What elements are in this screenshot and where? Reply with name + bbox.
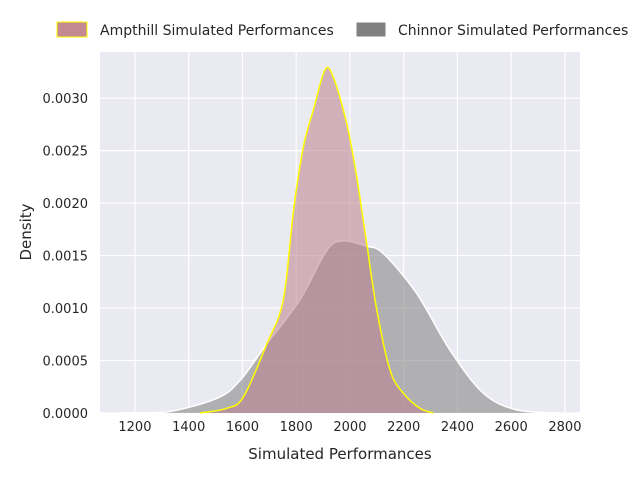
y-tick-label: 0.0010	[43, 302, 89, 317]
x-tick-label: 1200	[118, 420, 151, 435]
y-tick-label: 0.0030	[43, 92, 89, 107]
legend-swatch-chinnor	[355, 21, 387, 38]
y-tick-label: 0.0025	[43, 145, 89, 160]
legend: Ampthill Simulated Performances Chinnor …	[56, 21, 628, 39]
legend-label-chinnor: Chinnor Simulated Performances	[398, 23, 628, 39]
density-area-ampthill	[200, 67, 434, 413]
y-tick-label: 0.0005	[43, 355, 89, 370]
x-tick-label: 1600	[226, 420, 259, 435]
x-tick-label: 2200	[387, 420, 420, 435]
legend-swatch-ampthill	[56, 21, 88, 38]
legend-label-ampthill: Ampthill Simulated Performances	[100, 23, 334, 39]
x-tick-labels: 1200 1400 1600 1800 2000 2200 2400 2600 2800	[118, 420, 581, 435]
x-tick-label: 2600	[495, 420, 528, 435]
x-tick-label: 1800	[280, 420, 313, 435]
y-axis-label: Density	[17, 203, 35, 260]
y-tick-label: 0.0020	[43, 197, 89, 212]
x-axis-label: Simulated Performances	[248, 445, 432, 463]
y-tick-labels: 0.0000 0.0005 0.0010 0.0015 0.0020 0.0025 0.00…	[43, 92, 89, 422]
y-tick-label: 0.0015	[43, 250, 89, 265]
x-tick-label: 2400	[441, 420, 474, 435]
y-tick-label: 0.0000	[43, 407, 89, 422]
density-line-ampthill	[200, 66, 434, 414]
x-tick-label: 1400	[172, 420, 205, 435]
x-tick-label: 2000	[333, 420, 366, 435]
density-areas	[120, 66, 560, 414]
x-tick-label: 2800	[548, 420, 581, 435]
